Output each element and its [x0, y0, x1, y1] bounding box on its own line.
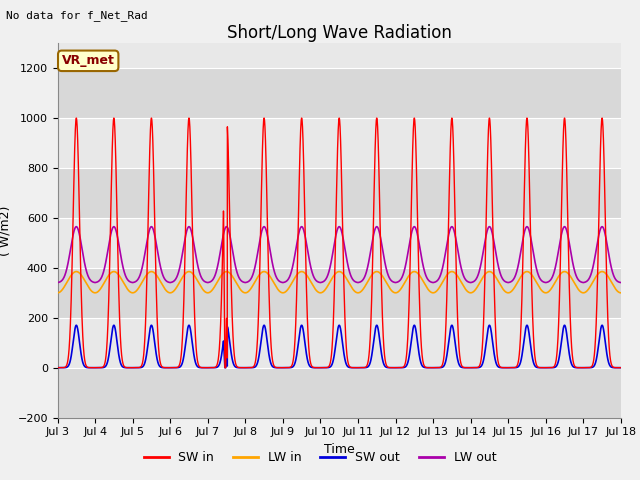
Bar	[58, 268, 621, 318]
SW out	[466, 365, 474, 371]
SW out	[617, 365, 625, 371]
Line: LW out: LW out	[58, 227, 621, 283]
SW out	[616, 365, 624, 371]
Bar	[58, 168, 621, 218]
LW in	[319, 289, 326, 295]
LW out	[616, 279, 624, 285]
SW in	[617, 365, 625, 371]
Text: VR_met: VR_met	[62, 54, 115, 67]
LW in	[466, 290, 474, 296]
Line: LW in: LW in	[58, 272, 621, 293]
SW in	[155, 349, 163, 355]
LW in	[617, 290, 625, 296]
Legend: SW in, LW in, SW out, LW out: SW in, LW in, SW out, LW out	[138, 446, 502, 469]
LW out	[72, 224, 80, 229]
Bar	[58, 318, 621, 368]
Title: Short/Long Wave Radiation: Short/Long Wave Radiation	[227, 24, 452, 42]
Line: SW in: SW in	[58, 118, 621, 368]
SW in	[72, 115, 80, 121]
Bar	[58, 68, 621, 118]
LW out	[155, 256, 163, 262]
SW in	[498, 365, 506, 371]
LW in	[498, 284, 506, 290]
LW out	[54, 280, 61, 286]
Text: No data for f_Net_Rad: No data for f_Net_Rad	[6, 10, 148, 21]
LW in	[54, 290, 61, 296]
Y-axis label: ( W/m2): ( W/m2)	[0, 205, 12, 255]
LW in	[72, 269, 80, 275]
SW out	[221, 365, 228, 371]
SW in	[466, 365, 474, 371]
LW out	[617, 280, 625, 286]
LW in	[435, 286, 442, 292]
LW out	[466, 279, 474, 285]
SW in	[319, 365, 326, 371]
Line: SW out: SW out	[58, 325, 621, 368]
SW in	[221, 365, 228, 371]
SW out	[319, 365, 326, 371]
SW in	[54, 365, 61, 371]
Bar	[58, 118, 621, 168]
LW in	[616, 290, 624, 296]
LW in	[155, 276, 163, 282]
SW out	[155, 362, 163, 368]
LW out	[498, 274, 506, 280]
Bar	[58, 218, 621, 268]
Bar	[58, 368, 621, 418]
SW out	[498, 365, 506, 371]
X-axis label: Time: Time	[324, 443, 355, 456]
LW out	[319, 279, 326, 285]
SW in	[435, 365, 442, 371]
SW in	[616, 365, 624, 371]
SW out	[72, 323, 80, 328]
LW out	[435, 276, 442, 282]
SW out	[435, 365, 442, 371]
SW out	[54, 365, 61, 371]
